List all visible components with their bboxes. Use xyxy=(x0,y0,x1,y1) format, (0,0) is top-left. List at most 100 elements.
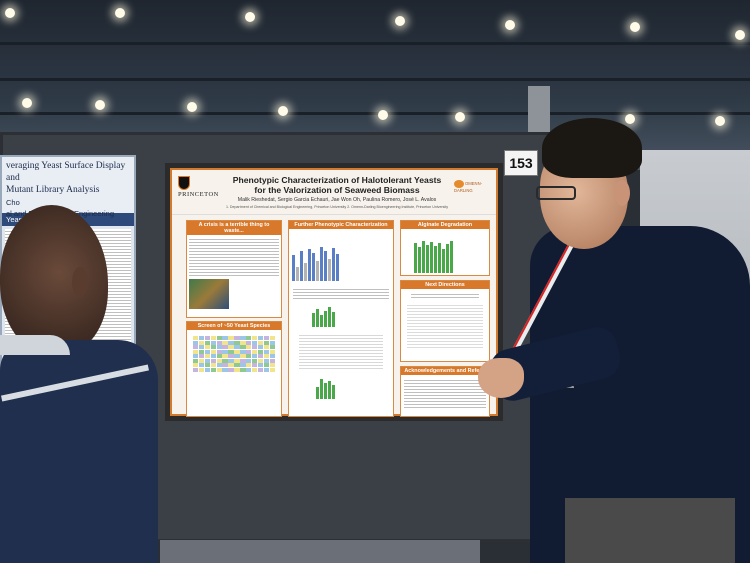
left-poster-author: Cho xyxy=(6,198,20,207)
section-phenotypic-heading: Further Phenotypic Characterization xyxy=(289,221,393,229)
poster-title-line-2: for the Valorization of Seaweed Biomass xyxy=(254,185,420,195)
bar xyxy=(316,261,319,281)
section-phenotypic: Further Phenotypic Characterization xyxy=(288,220,394,417)
princeton-wordmark: PRINCETON xyxy=(178,191,219,198)
main-poster: PRINCETON Phenotypic Characterization of… xyxy=(170,168,498,417)
phenotypic-caption xyxy=(293,287,389,299)
bar xyxy=(316,309,319,327)
section-next-directions: Next Directions xyxy=(400,280,490,362)
bar xyxy=(328,381,331,399)
ceiling-truss xyxy=(0,42,750,45)
princeton-logo: PRINCETON xyxy=(178,176,219,198)
bar xyxy=(328,307,331,327)
left-poster-title-2: Mutant Library Analysis xyxy=(6,185,100,195)
ceiling-light xyxy=(95,100,105,110)
bar xyxy=(426,245,429,273)
booth-number: 153 xyxy=(504,150,538,176)
section-ack-heading: Acknowledgements and Refer... xyxy=(401,367,489,375)
section-screen-heading: Screen of ~50 Yeast Species xyxy=(187,322,281,330)
omenn-darling-mark-icon xyxy=(454,180,464,188)
yeast-heatmap xyxy=(193,336,275,372)
phenotypic-bar-chart-3 xyxy=(313,377,393,399)
ceiling-light xyxy=(625,114,635,124)
person-right-presenter xyxy=(470,118,750,563)
section-screen: Screen of ~50 Yeast Species xyxy=(186,321,282,417)
bar xyxy=(324,251,327,281)
ceiling-light xyxy=(187,102,197,112)
section-crisis: A crisis is a terrible thing to waste... xyxy=(186,220,282,318)
ceiling-light xyxy=(455,112,465,122)
bar xyxy=(418,247,421,273)
ceiling-light xyxy=(715,116,725,126)
bar xyxy=(312,253,315,281)
ceiling-light xyxy=(735,30,745,40)
phenotypic-bar-chart-2 xyxy=(309,305,393,327)
bar xyxy=(414,243,417,273)
bar xyxy=(304,263,307,281)
presenter-pants xyxy=(565,498,735,563)
person-left-collar xyxy=(0,335,70,355)
ceiling-light xyxy=(395,16,405,26)
bar xyxy=(320,247,323,281)
pillar xyxy=(528,86,550,146)
bar xyxy=(292,255,295,281)
floor xyxy=(160,540,480,563)
section-crisis-heading: A crisis is a terrible thing to waste... xyxy=(187,221,281,235)
omenn-darling-wordmark: OMENN-DARLING xyxy=(454,181,482,193)
section-acknowledgements: Acknowledgements and Refer... xyxy=(400,366,490,417)
person-left xyxy=(0,205,160,563)
bar xyxy=(328,259,331,281)
ceiling-light xyxy=(22,98,32,108)
poster-title-line-1: Phenotypic Characterization of Halotoler… xyxy=(232,175,442,185)
bar xyxy=(446,244,449,273)
bar xyxy=(320,379,323,399)
bar xyxy=(332,248,335,281)
bar xyxy=(442,249,445,273)
pathway-diagram xyxy=(299,333,383,371)
omenn-darling-logo: OMENN-DARLING xyxy=(454,180,490,193)
bar xyxy=(300,251,303,281)
ceiling-light xyxy=(505,20,515,30)
person-left-jacket xyxy=(0,340,158,563)
bar xyxy=(332,385,335,399)
poster-header: PRINCETON Phenotypic Characterization of… xyxy=(172,170,496,215)
bar xyxy=(450,241,453,273)
ceiling-truss xyxy=(0,78,750,81)
bar xyxy=(336,254,339,281)
ceiling-light xyxy=(630,22,640,32)
section-alginate-heading: Alginate Degradation xyxy=(401,221,489,229)
ceiling-light xyxy=(115,8,125,18)
bar xyxy=(324,383,327,399)
bar xyxy=(316,387,319,399)
bar xyxy=(312,313,315,327)
shield-icon xyxy=(178,176,190,190)
presenter-ear xyxy=(614,180,630,206)
next-directions-text xyxy=(411,292,479,300)
bar xyxy=(430,242,433,273)
seaweed-photo xyxy=(189,279,229,309)
presenter-glasses xyxy=(536,186,576,200)
section-alginate: Alginate Degradation xyxy=(400,220,490,276)
poster-authors: Malik Rieshedat, Sergio Garcia Echauri, … xyxy=(237,197,437,203)
section-next-heading: Next Directions xyxy=(401,281,489,289)
poster-frame: PRINCETON Phenotypic Characterization of… xyxy=(165,163,503,421)
left-poster-title-1: veraging Yeast Surface Display and xyxy=(6,161,126,183)
poster-title: Phenotypic Characterization of Halotoler… xyxy=(222,175,452,195)
presenter-hair xyxy=(542,118,642,178)
ceiling-light xyxy=(245,12,255,22)
bar xyxy=(434,246,437,273)
bar xyxy=(320,315,323,327)
ceiling-truss xyxy=(0,112,750,115)
person-left-ear xyxy=(72,267,88,297)
next-directions-diagram xyxy=(407,303,483,349)
alginate-bar-chart xyxy=(411,237,479,273)
bar xyxy=(308,249,311,281)
poster-affiliation: 1. Department of Chemical and Biological… xyxy=(225,205,449,209)
ceiling-light xyxy=(378,110,388,120)
phenotypic-bar-chart-1 xyxy=(289,243,393,281)
presenter-hand xyxy=(478,358,524,398)
bar xyxy=(332,312,335,327)
ceiling-light xyxy=(278,106,288,116)
bar xyxy=(324,311,327,327)
person-left-head xyxy=(0,205,108,355)
